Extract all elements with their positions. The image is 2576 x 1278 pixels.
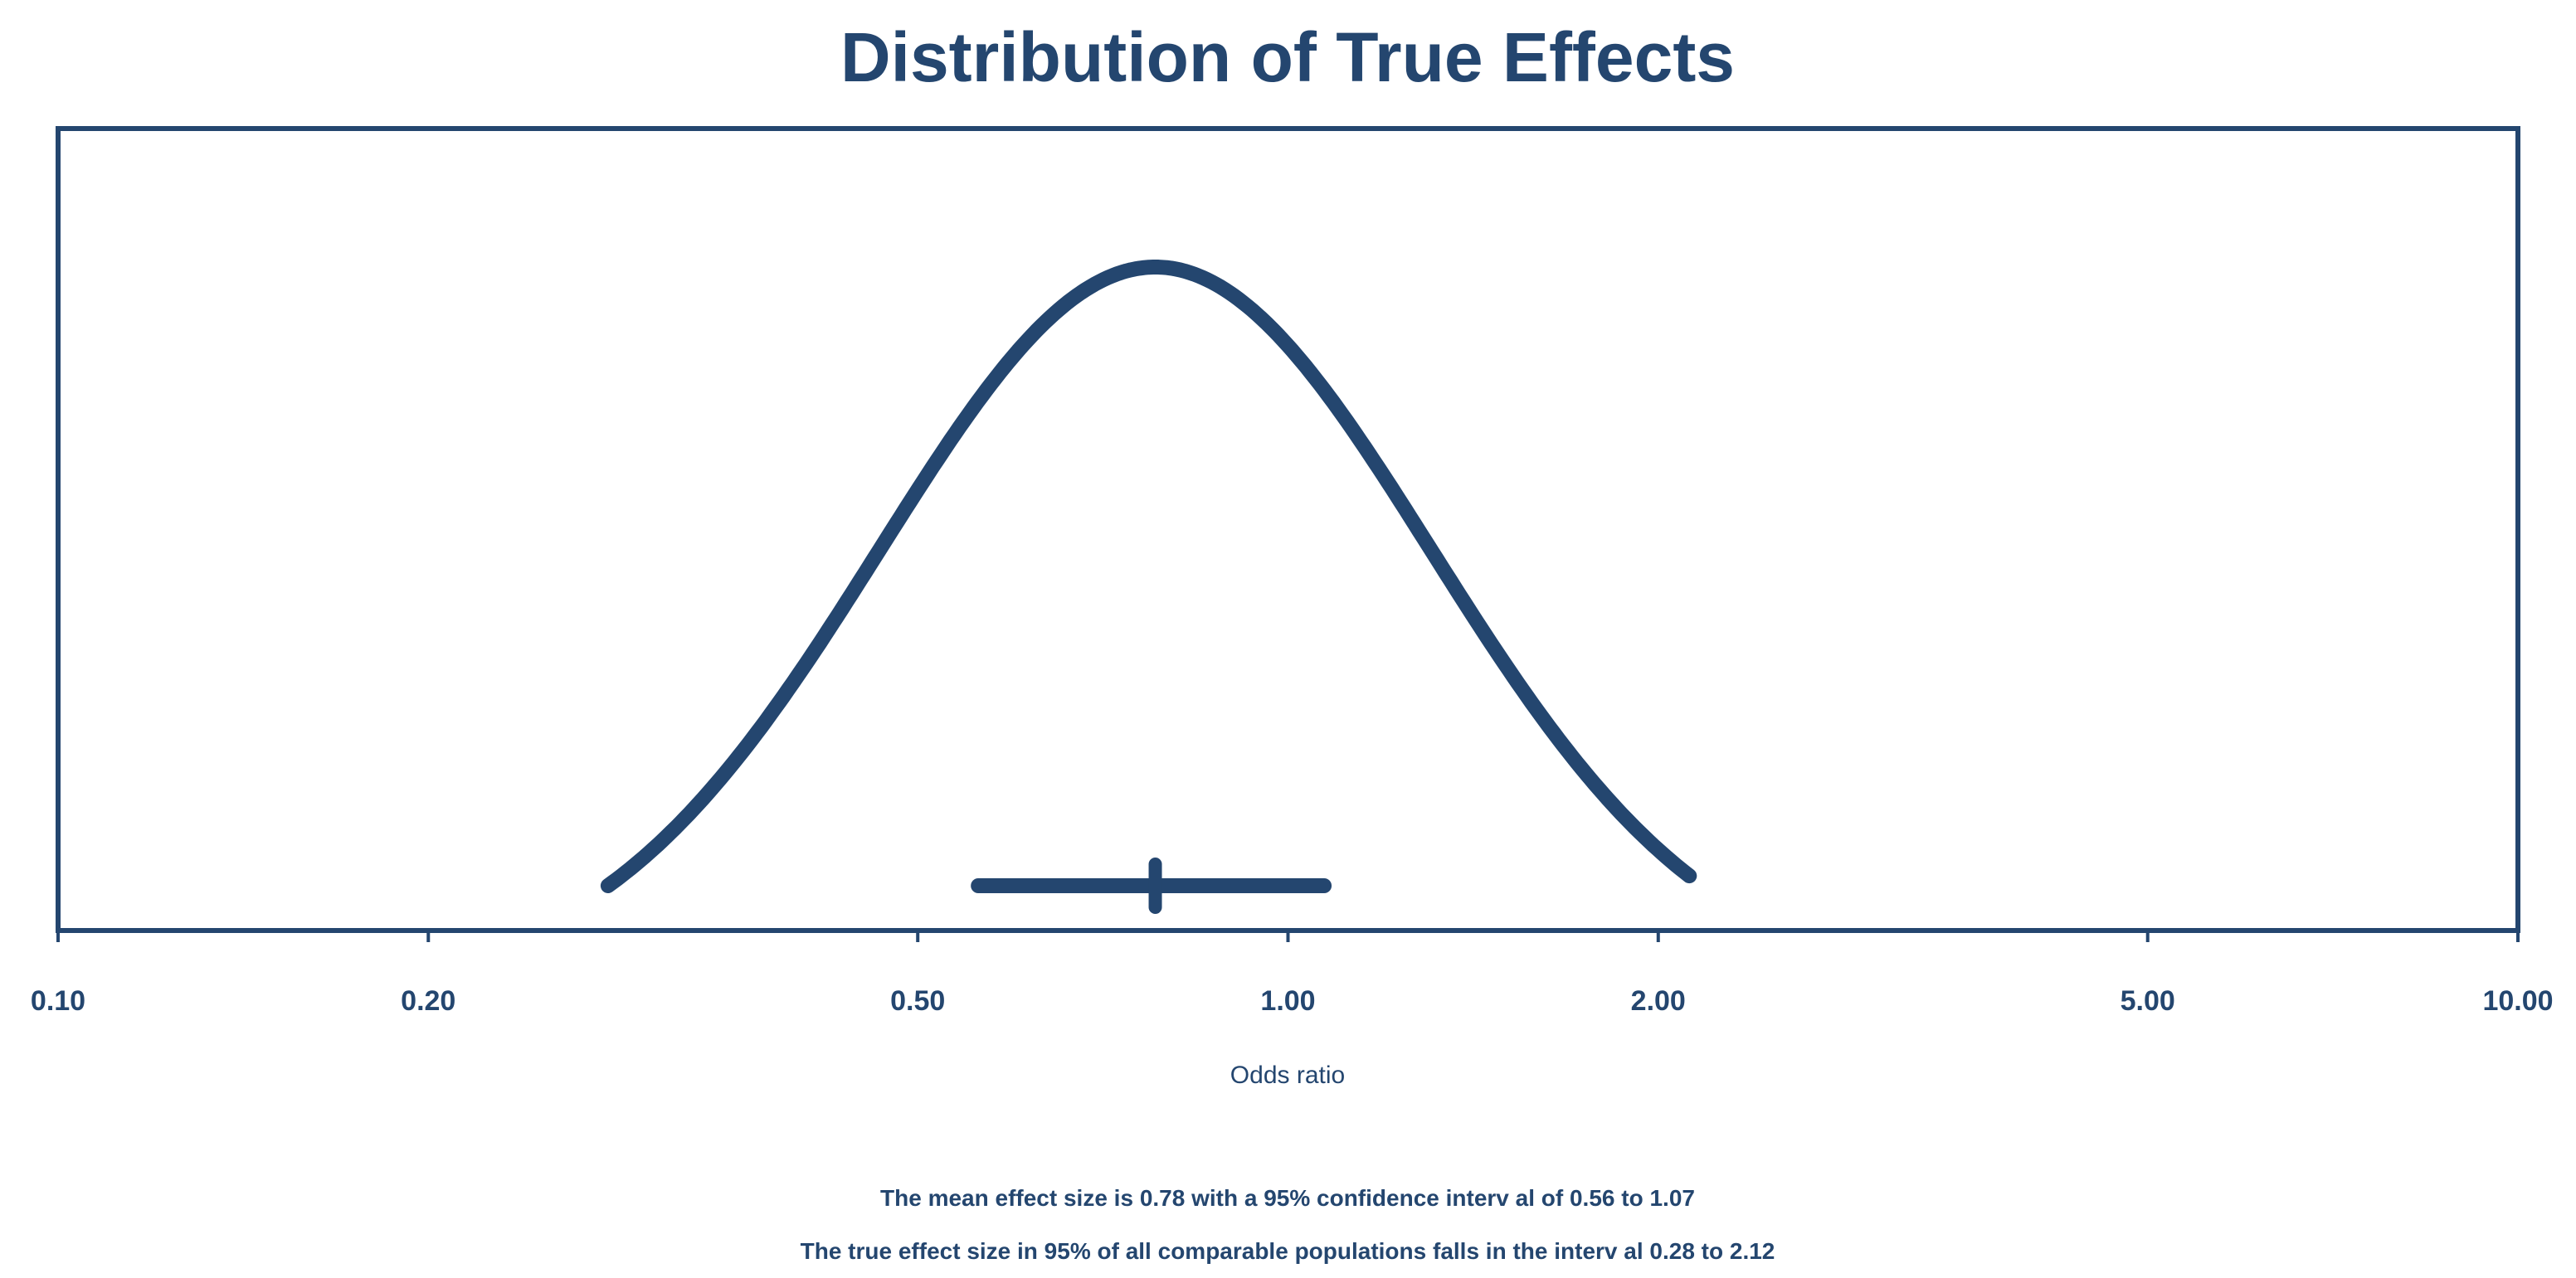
distribution-curve — [600, 260, 1697, 893]
summary-note-interval: The true effect size in 95% of all compa… — [801, 1238, 1775, 1264]
x-tick-label: 0.20 — [401, 985, 455, 1017]
x-tick-label: 5.00 — [2121, 985, 2175, 1017]
x-axis: 0.10 0.20 0.50 1.00 2.00 5.00 10.00 — [31, 931, 2554, 1017]
chart-title: Distribution of True Effects — [840, 18, 1735, 96]
x-tick-label: 0.50 — [890, 985, 945, 1017]
plot-frame — [56, 126, 2520, 933]
x-axis-label: Odds ratio — [1230, 1062, 1345, 1089]
x-tick-label: 2.00 — [1631, 985, 1686, 1017]
x-tick-label: 10.00 — [2482, 985, 2553, 1017]
x-tick-label: 0.10 — [31, 985, 85, 1017]
x-tick-label: 1.00 — [1260, 985, 1315, 1017]
summary-note-mean: The mean effect size is 0.78 with a 95% … — [880, 1185, 1695, 1211]
